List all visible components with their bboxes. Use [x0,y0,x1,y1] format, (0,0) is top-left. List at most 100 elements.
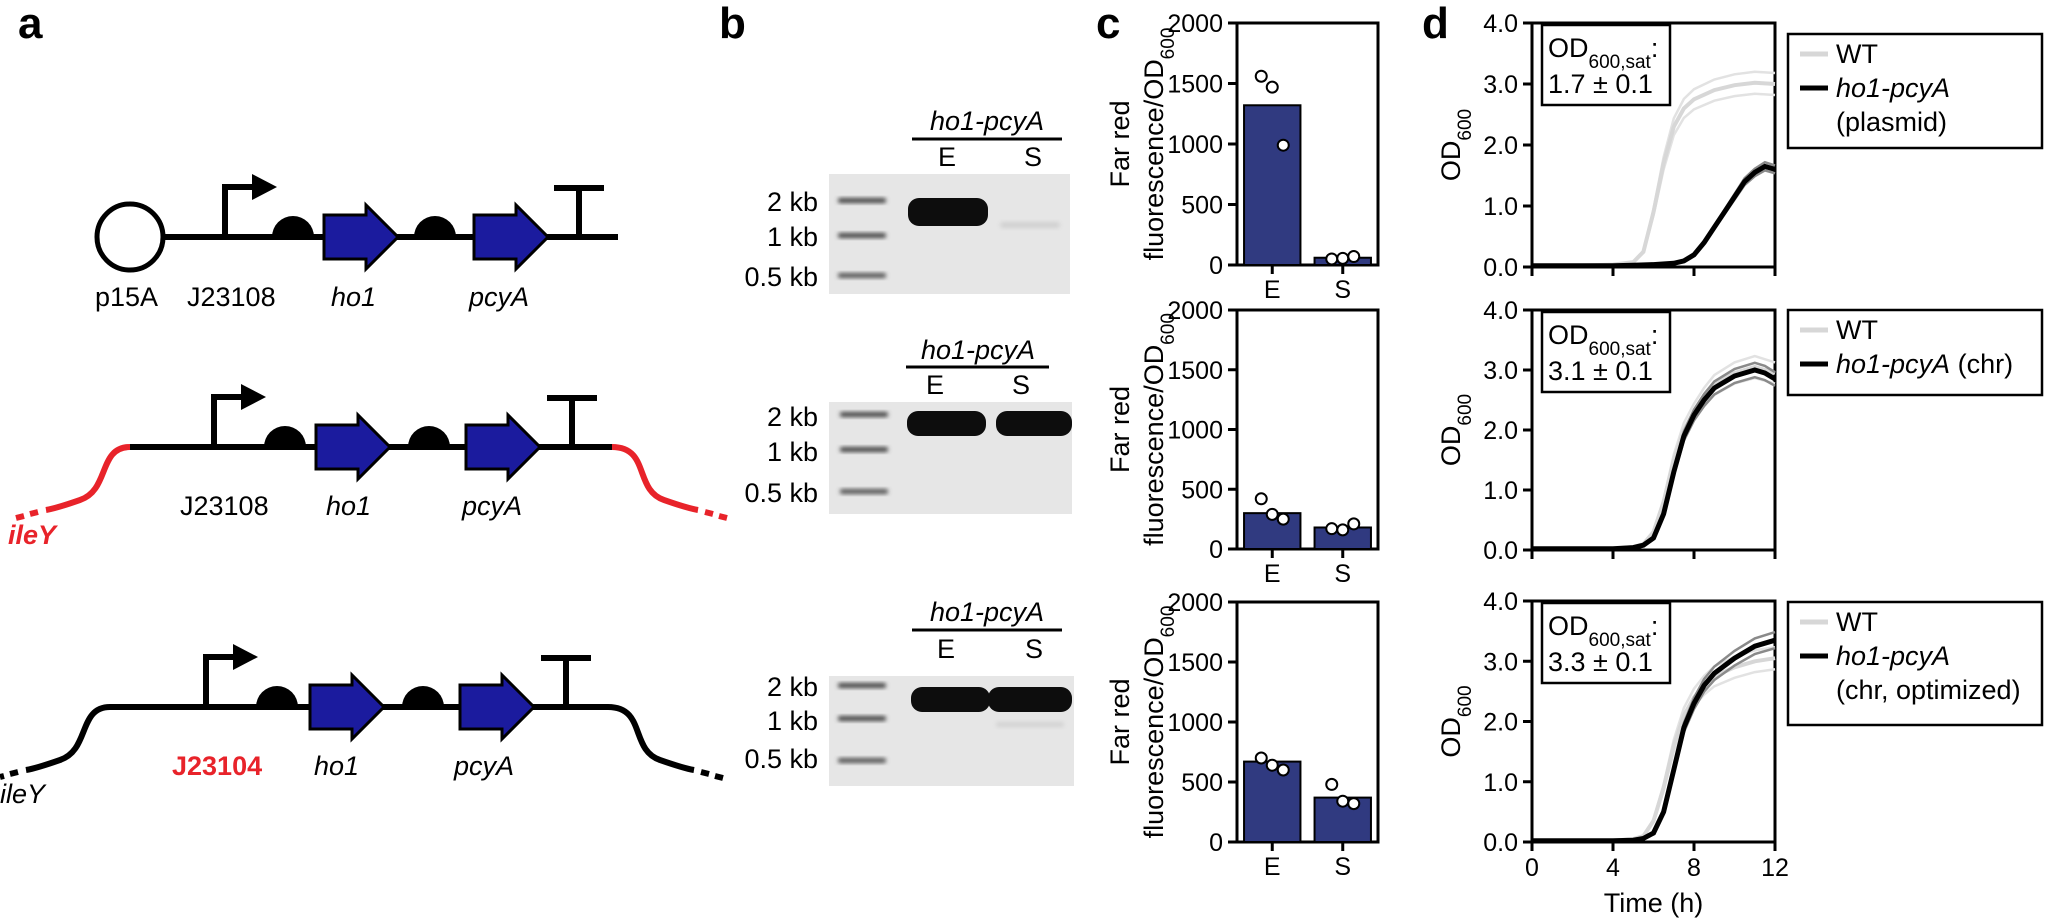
x-tick-label: 12 [1761,854,1789,882]
terminator [554,185,604,237]
y-tick-label: 500 [1181,476,1223,504]
y-tick-label: 4.0 [1483,588,1518,616]
y-axis-title-main: fluorescence/OD [1139,637,1169,838]
lane-label-S: S [1025,634,1043,664]
y-axis-title-main: fluorescence/OD [1139,59,1169,260]
series-replicate [1532,92,1776,268]
ladder-label: 0.5 kb [744,478,818,508]
annotation-frame [1540,601,1672,685]
annotation-colon: : [1651,33,1659,63]
bar-chart-c-bottom: 0 500 1000 1500 2000 E S Far red fluorescence/OD… [1105,589,1380,881]
gel-header: ho1-pcyA [930,597,1044,627]
series-replicate [1532,376,1776,551]
data-point [1265,758,1279,772]
ladder-label: 2 kb [767,187,818,217]
data-point [1276,763,1290,777]
legend-label: WT [1836,607,1878,637]
y-axis-title-main: OD [1436,426,1466,467]
series-line-wt [1532,656,1776,843]
panel-letter-a: a [18,0,43,48]
band-S [988,687,1072,712]
annotation-main: OD [1548,611,1589,641]
series-line-wt [1532,80,1776,268]
bar-chart-c-middle: 0 500 1000 1500 2000 E S Far red fluorescence/OD… [1105,297,1380,588]
gene-ho1 [314,411,393,483]
series-replicate [1532,81,1776,268]
ladder-label: 1 kb [767,437,818,467]
y-tick-label: 0.0 [1483,829,1518,857]
homology-arm-right [611,444,699,513]
promoter-arrow [203,654,236,707]
y-tick-label: 1500 [1167,357,1223,385]
y-tick-label: 0 [1209,536,1223,564]
y-axis-title: OD600 [1436,394,1476,466]
band-E [908,198,988,226]
y-axis-title: OD600 [1436,109,1476,181]
data-point [1336,794,1350,808]
rbs-2 [414,216,456,237]
annotation-title: OD600,sat: [1548,33,1658,73]
y-tick-label: 3.0 [1483,71,1518,99]
data-point [1347,797,1361,811]
lane-label-E: E [937,634,955,664]
data-point [1254,492,1268,506]
y-axis-title-main: OD [1436,717,1466,758]
legend-label: WT [1836,39,1878,69]
annotation-subscript: 600,sat [1589,52,1652,73]
y-tick-label: 2000 [1167,589,1223,617]
gel-plasmid: ho1-pcyA E S 2 kb 1 kb 0.5 kb [744,106,1070,294]
y-tick-label: 1.0 [1483,193,1518,221]
x-tick-label: 8 [1687,854,1701,882]
annotation-subscript: 600,sat [1589,339,1652,360]
y-tick-label: 500 [1181,192,1223,220]
promoter-label: J23104 [172,751,262,781]
annotation-value: 3.1 ± 0.1 [1548,356,1653,386]
promoter-arrow [222,184,255,237]
lane-label-S: S [1012,370,1030,400]
construct-chr-optimized: J23104 ho1 pcyA ileY [0,644,724,809]
legend: WT ho1-pcyA (plasmid) [1786,32,2044,150]
x-axis-title: Time (h) [1604,888,1704,918]
y-axis-title-main: fluorescence/OD [1139,345,1169,546]
x-tick-label: E [1264,560,1281,588]
gel-chr-optimized: ho1-pcyA E S 2 kb 1 kb 0.5 kb [744,597,1074,786]
x-tick-label: E [1264,276,1281,304]
ladder-label: 0.5 kb [744,744,818,774]
band-S [996,411,1072,436]
y-axis-title: OD600 [1436,685,1476,757]
annotation-colon: : [1651,611,1659,641]
ladder-label: 2 kb [767,672,818,702]
gene-pcyA [472,201,551,273]
promoter-label: J23108 [180,491,269,521]
legend-frame [1786,308,2044,397]
lane-label-E: E [926,370,944,400]
y-axis-title: Far red [1105,100,1135,187]
data-point [1336,251,1350,265]
panel-letter-b: b [719,0,746,48]
y-tick-label: 2.0 [1483,417,1518,445]
origin-circle [94,201,166,273]
bar-E [1243,104,1302,266]
gene-label-ho1: ho1 [314,751,359,781]
series-replicate [1532,375,1776,551]
annotation-title: OD600,sat: [1548,611,1658,651]
gene-label-ho1: ho1 [331,282,376,312]
legend: WT ho1-pcyA (chr) [1786,308,2044,397]
annotation-value: 3.3 ± 0.1 [1548,647,1653,677]
data-point [1325,252,1339,266]
annotation-colon: : [1651,320,1659,350]
y-tick-label: 2000 [1167,297,1223,325]
y-tick-label: 1000 [1167,709,1223,737]
x-tick-label: S [1334,853,1351,881]
y-axis-title: fluorescence/OD600 [1139,313,1179,546]
y-tick-label: 1000 [1167,131,1223,159]
data-point [1325,777,1339,791]
x-tick-label: S [1334,276,1351,304]
ladder-label: 1 kb [767,222,818,252]
promoter-arrow [211,394,244,447]
legend-label: ho1-pcyA [1836,73,1950,103]
gel-header: ho1-pcyA [930,106,1044,136]
